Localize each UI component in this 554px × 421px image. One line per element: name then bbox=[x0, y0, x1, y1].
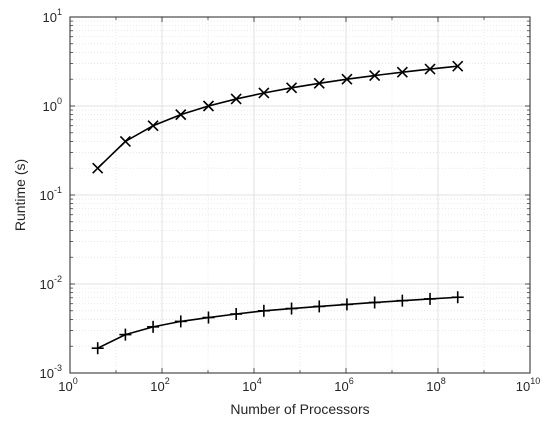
marker-stroke bbox=[369, 69, 381, 82]
x-tick-label-base: 10 bbox=[426, 379, 440, 394]
series-1-marker bbox=[285, 82, 298, 94]
series-2-marker bbox=[313, 300, 326, 313]
series-1-marker bbox=[341, 73, 353, 85]
x-tick-label: 106 bbox=[334, 376, 353, 394]
x-tick-label: 100 bbox=[58, 376, 77, 394]
y-tick-label-exponent: -2 bbox=[54, 274, 62, 284]
y-tick-label-base: 10 bbox=[43, 99, 57, 114]
y-tick-label: 10-1 bbox=[40, 185, 62, 203]
series-line-1 bbox=[97, 65, 458, 169]
series-2-marker bbox=[147, 320, 160, 333]
x-tick-label: 102 bbox=[150, 376, 169, 394]
x-axis-label: Number of Processors bbox=[230, 401, 369, 417]
y-tick-label: 10-3 bbox=[40, 363, 62, 381]
series-2-marker bbox=[174, 315, 187, 328]
series-2-marker bbox=[285, 302, 298, 315]
x-tick-label: 108 bbox=[426, 376, 445, 394]
marker-stroke bbox=[119, 135, 131, 147]
x-tick-label-exponent: 6 bbox=[349, 376, 354, 386]
series-1-marker bbox=[258, 87, 270, 99]
tick-marks bbox=[69, 16, 531, 374]
marker-stroke bbox=[92, 162, 104, 174]
marker-stroke bbox=[285, 82, 298, 94]
marker-stroke bbox=[175, 109, 187, 121]
series-1-marker bbox=[313, 77, 325, 89]
y-tick-label-exponent: -3 bbox=[54, 363, 62, 373]
series-1-marker bbox=[452, 60, 464, 72]
marker-stroke bbox=[341, 73, 353, 85]
series-2-marker bbox=[91, 342, 104, 355]
y-tick-label-base: 10 bbox=[40, 366, 54, 381]
x-tick-label-exponent: 2 bbox=[165, 376, 170, 386]
series-1-marker bbox=[369, 69, 381, 82]
series-1-marker bbox=[147, 120, 159, 132]
marker-stroke bbox=[202, 100, 215, 112]
series-layer bbox=[91, 60, 464, 355]
y-tick-label: 101 bbox=[43, 7, 62, 25]
series-2-marker bbox=[340, 298, 353, 311]
series-2-marker bbox=[451, 291, 464, 304]
marker-stroke bbox=[313, 77, 325, 89]
y-tick-label-exponent: -1 bbox=[54, 185, 62, 195]
marker-stroke bbox=[452, 60, 464, 72]
series-2-marker bbox=[424, 292, 437, 305]
x-tick-label-exponent: 0 bbox=[73, 376, 78, 386]
y-tick-label: 100 bbox=[43, 96, 62, 114]
series-1-marker bbox=[175, 109, 187, 121]
x-tick-label-base: 10 bbox=[242, 379, 256, 394]
marker-stroke bbox=[424, 63, 436, 75]
series-1-marker bbox=[396, 66, 408, 78]
series-1-marker bbox=[202, 100, 215, 112]
y-tick-label-base: 10 bbox=[40, 277, 54, 292]
marker-stroke bbox=[258, 87, 270, 99]
series-2-marker bbox=[230, 308, 243, 321]
marker-stroke bbox=[147, 120, 159, 132]
x-tick-label: 104 bbox=[242, 376, 261, 394]
series-2-marker bbox=[368, 296, 381, 309]
x-tick-label-base: 10 bbox=[334, 379, 348, 394]
y-tick-label-base: 10 bbox=[40, 188, 54, 203]
series-2-marker bbox=[202, 311, 215, 324]
x-tick-label-base: 10 bbox=[516, 379, 530, 394]
x-tick-label: 1010 bbox=[516, 376, 540, 394]
series-2-marker bbox=[257, 304, 270, 317]
x-tick-label-base: 10 bbox=[58, 379, 72, 394]
x-tick-label-exponent: 10 bbox=[530, 376, 540, 386]
marker-stroke bbox=[396, 66, 408, 78]
y-tick-label-exponent: 0 bbox=[57, 96, 62, 106]
x-tick-label-base: 10 bbox=[150, 379, 164, 394]
series-2-marker bbox=[396, 294, 409, 307]
y-tick-label-exponent: 1 bbox=[57, 7, 62, 17]
series-2-marker bbox=[119, 328, 132, 341]
series-1-marker bbox=[230, 93, 242, 105]
marker-stroke bbox=[230, 93, 242, 105]
y-tick-label: 10-2 bbox=[40, 274, 62, 292]
x-tick-label-exponent: 8 bbox=[441, 376, 446, 386]
series-1-marker bbox=[92, 162, 104, 174]
x-tick-label-exponent: 4 bbox=[257, 376, 262, 386]
y-tick-label-base: 10 bbox=[43, 10, 57, 25]
x-tick-labels: 100 102 104 106 108 1010 bbox=[58, 376, 540, 394]
series-1-marker bbox=[424, 63, 436, 75]
series-1-marker bbox=[119, 135, 131, 147]
y-axis-label: Runtime (s) bbox=[12, 159, 28, 231]
